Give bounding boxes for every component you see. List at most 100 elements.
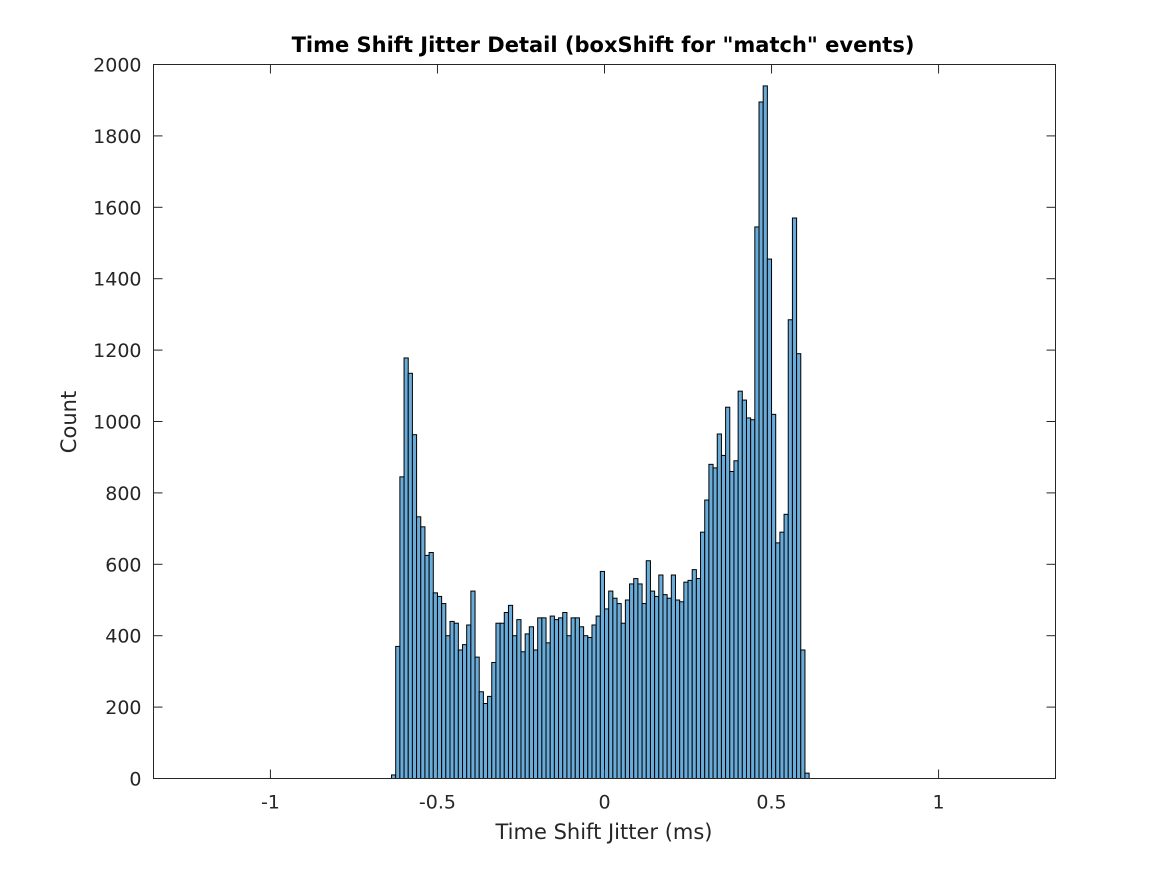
histogram-bar: [478, 691, 484, 779]
histogram-bar: [691, 569, 697, 780]
histogram-bar: [420, 526, 426, 779]
histogram-bar: [436, 595, 443, 779]
histogram-bar: [487, 695, 493, 780]
histogram-bar: [654, 595, 660, 779]
histogram-bar: [466, 624, 472, 779]
histogram-bar: [411, 434, 418, 779]
histogram-bar: [741, 399, 747, 779]
histogram-bar: [432, 592, 438, 779]
histogram-bar: [407, 372, 413, 779]
histogram-bar: [578, 626, 585, 780]
histogram-bar: [549, 615, 555, 779]
y-tick-label: 200: [105, 697, 141, 719]
bars-group: [391, 85, 810, 780]
histogram-bar: [516, 619, 522, 779]
histogram-bar: [779, 531, 785, 779]
histogram-bar: [679, 601, 685, 780]
histogram-bar: [771, 413, 777, 779]
histogram-bar: [758, 101, 764, 780]
histogram-bar: [729, 470, 735, 779]
histogram-bar: [745, 417, 752, 779]
histogram-bar: [512, 635, 518, 780]
x-tick-label: -1: [261, 792, 280, 814]
histogram-bar: [624, 599, 631, 779]
histogram-bar: [787, 319, 793, 779]
x-axis: -1 -0.5 0 0.5 1: [261, 64, 945, 814]
x-tick-label: -0.5: [419, 792, 456, 814]
histogram-bar: [645, 560, 651, 779]
histogram-bar: [754, 226, 760, 779]
histogram-bar: [800, 649, 806, 779]
histogram-bar: [537, 617, 543, 779]
y-tick-label: 1800: [93, 126, 141, 148]
histogram-bar: [399, 476, 405, 779]
histogram-bar: [641, 603, 647, 779]
histogram-bar: [445, 635, 451, 780]
x-tick-label: 0.5: [756, 792, 786, 814]
histogram-bar: [495, 622, 501, 780]
histogram-bar: [666, 597, 672, 779]
y-tick-label: 400: [105, 626, 141, 648]
histogram-bar: [725, 406, 731, 779]
histogram-bar: [591, 624, 597, 779]
histogram-bar: [766, 258, 773, 779]
histogram-bar: [783, 513, 789, 779]
x-tick-label: 0: [598, 792, 610, 814]
histogram-bar: [553, 619, 560, 779]
histogram-bar: [633, 578, 639, 780]
y-tick-label: 1600: [93, 197, 141, 219]
histogram-bar: [733, 460, 739, 779]
histogram-bar: [670, 574, 676, 780]
histogram-bar: [541, 617, 547, 779]
histogram-bar: [583, 635, 589, 780]
histogram-bar: [804, 772, 810, 780]
histogram-bar: [507, 604, 514, 779]
histogram-bar: [716, 433, 722, 779]
histogram-bar: [608, 590, 614, 780]
x-axis-label: Time Shift Jitter (ms): [495, 820, 713, 844]
histogram-bar: [712, 467, 718, 779]
histogram-bar: [462, 644, 468, 780]
histogram-bar: [708, 463, 714, 779]
y-tick-label: 0: [129, 769, 141, 791]
histogram-bar: [595, 615, 601, 779]
histogram-bar: [620, 622, 626, 780]
y-tick-label: 800: [105, 483, 141, 505]
histogram-bar: [612, 597, 618, 779]
histogram-bar: [482, 703, 489, 780]
histogram-bar: [570, 617, 576, 779]
histogram-bar: [566, 635, 572, 780]
histogram-bar: [775, 542, 781, 779]
histogram-bar: [649, 590, 656, 780]
y-tick-label: 1400: [93, 269, 141, 291]
y-tick-label: 1000: [93, 412, 141, 434]
histogram-bar: [674, 599, 681, 779]
histogram-bar: [520, 651, 526, 780]
histogram-bar: [687, 579, 693, 779]
histogram-bar: [524, 633, 530, 779]
histogram-bar: [629, 583, 635, 779]
histogram-bar: [395, 645, 401, 779]
histogram-bar: [683, 581, 689, 780]
histogram-bar: [528, 626, 535, 780]
histogram-bar: [637, 583, 643, 779]
y-axis: 0 200 400 600 800 1000 1200 1400 1600 1800 2000: [93, 55, 1056, 791]
histogram-bar: [762, 85, 768, 780]
histogram-bar: [616, 603, 622, 779]
histogram-bar: [457, 649, 464, 779]
histogram-bar: [587, 636, 593, 779]
histogram-bar: [791, 217, 798, 779]
histogram-bar: [474, 656, 480, 779]
y-tick-label: 1200: [93, 340, 141, 362]
histogram-bar: [599, 570, 606, 779]
histogram-bar: [720, 454, 727, 779]
histogram-bar: [574, 617, 580, 779]
histogram-bar: [562, 612, 568, 779]
histogram-bar: [470, 590, 476, 780]
histogram-bar: [533, 649, 539, 779]
histogram-bar: [700, 531, 706, 779]
histogram-bar: [704, 499, 710, 779]
histogram-bar: [604, 608, 610, 779]
chart-title: Time Shift Jitter Detail (boxShift for "…: [292, 33, 915, 57]
histogram-bar: [545, 642, 551, 780]
